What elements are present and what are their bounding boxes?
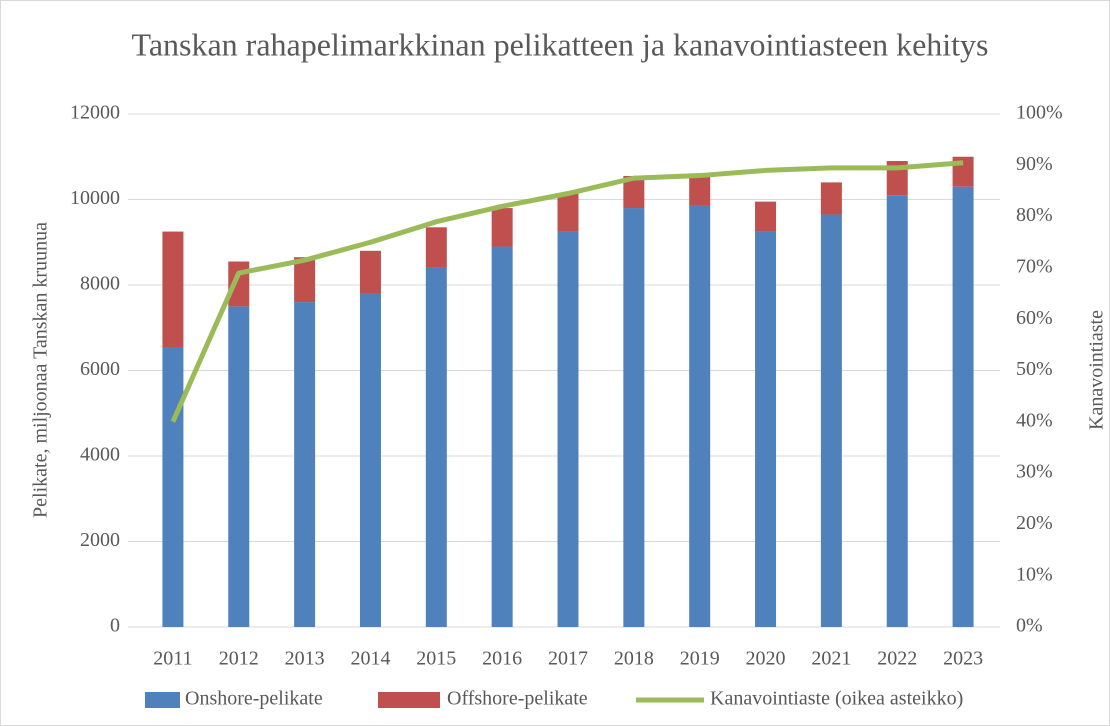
legend-label: Kanavointiaste (oikea asteikko) [710, 688, 963, 710]
y2-tick-label: 10% [1016, 563, 1053, 585]
bar [689, 173, 711, 206]
y-tick-label: 4000 [80, 444, 120, 466]
y-tick-label: 12000 [70, 102, 120, 124]
bar [162, 231, 184, 347]
y-tick-label: 10000 [70, 187, 120, 209]
y2-tick-label: 50% [1016, 358, 1053, 380]
chart-title: Tanskan rahapelimarkkinan pelikatteen ja… [132, 26, 989, 62]
y2-tick-label: 0% [1016, 615, 1043, 637]
bar [228, 306, 250, 627]
x-tick-label: 2015 [416, 648, 456, 670]
x-tick-label: 2021 [811, 648, 851, 670]
y2-tick-label: 90% [1016, 153, 1053, 175]
y-tick-label: 0 [110, 615, 120, 637]
x-tick-label: 2013 [285, 648, 325, 670]
bar [886, 195, 908, 627]
y-tick-label: 6000 [80, 358, 120, 380]
bar [557, 231, 579, 627]
bar [557, 193, 579, 232]
line [170, 160, 964, 423]
x-tick-label: 2022 [877, 648, 917, 670]
x-tick-label: 2017 [548, 648, 588, 670]
bar [425, 227, 447, 268]
y2-tick-label: 70% [1016, 255, 1053, 277]
legend-swatch [145, 692, 180, 708]
legend-swatch [378, 692, 440, 708]
y-tick-label: 2000 [80, 529, 120, 551]
bar [491, 208, 513, 247]
x-tick-label: 2020 [746, 648, 786, 670]
x-tick-label: 2019 [680, 648, 720, 670]
legend-label: Onshore-pelikate [185, 688, 323, 710]
y2-tick-label: 60% [1016, 307, 1053, 329]
legend-label: Offshore-pelikate [447, 688, 588, 710]
y2-tick-label: 30% [1016, 461, 1053, 483]
y-axis-label: Pelikate, miljoonaa Tanskan kruunua [30, 222, 52, 518]
y2-tick-label: 40% [1016, 409, 1053, 431]
bar [359, 293, 381, 627]
bar [820, 214, 842, 627]
x-tick-label: 2023 [943, 648, 983, 670]
bar [425, 267, 447, 627]
y2-tick-label: 100% [1016, 102, 1063, 124]
bar [294, 302, 316, 627]
bar [294, 257, 316, 303]
bar [623, 175, 645, 209]
y2-tick-label: 80% [1016, 204, 1053, 226]
bar [820, 182, 842, 215]
x-tick-label: 2018 [614, 648, 654, 670]
bar [359, 250, 381, 294]
bar [952, 186, 974, 628]
x-tick-label: 2012 [219, 648, 259, 670]
bar [491, 246, 513, 627]
y-tick-label: 8000 [80, 273, 120, 295]
bar [755, 201, 777, 232]
bar [162, 346, 184, 627]
x-tick-label: 2011 [153, 648, 192, 670]
bar [689, 205, 711, 627]
x-tick-label: 2014 [350, 648, 390, 670]
y2-axis-label: Kanavointiaste [1086, 310, 1108, 430]
y2-tick-label: 20% [1016, 512, 1053, 534]
bar [755, 231, 777, 627]
x-tick-label: 2016 [482, 648, 522, 670]
bar [623, 208, 645, 628]
